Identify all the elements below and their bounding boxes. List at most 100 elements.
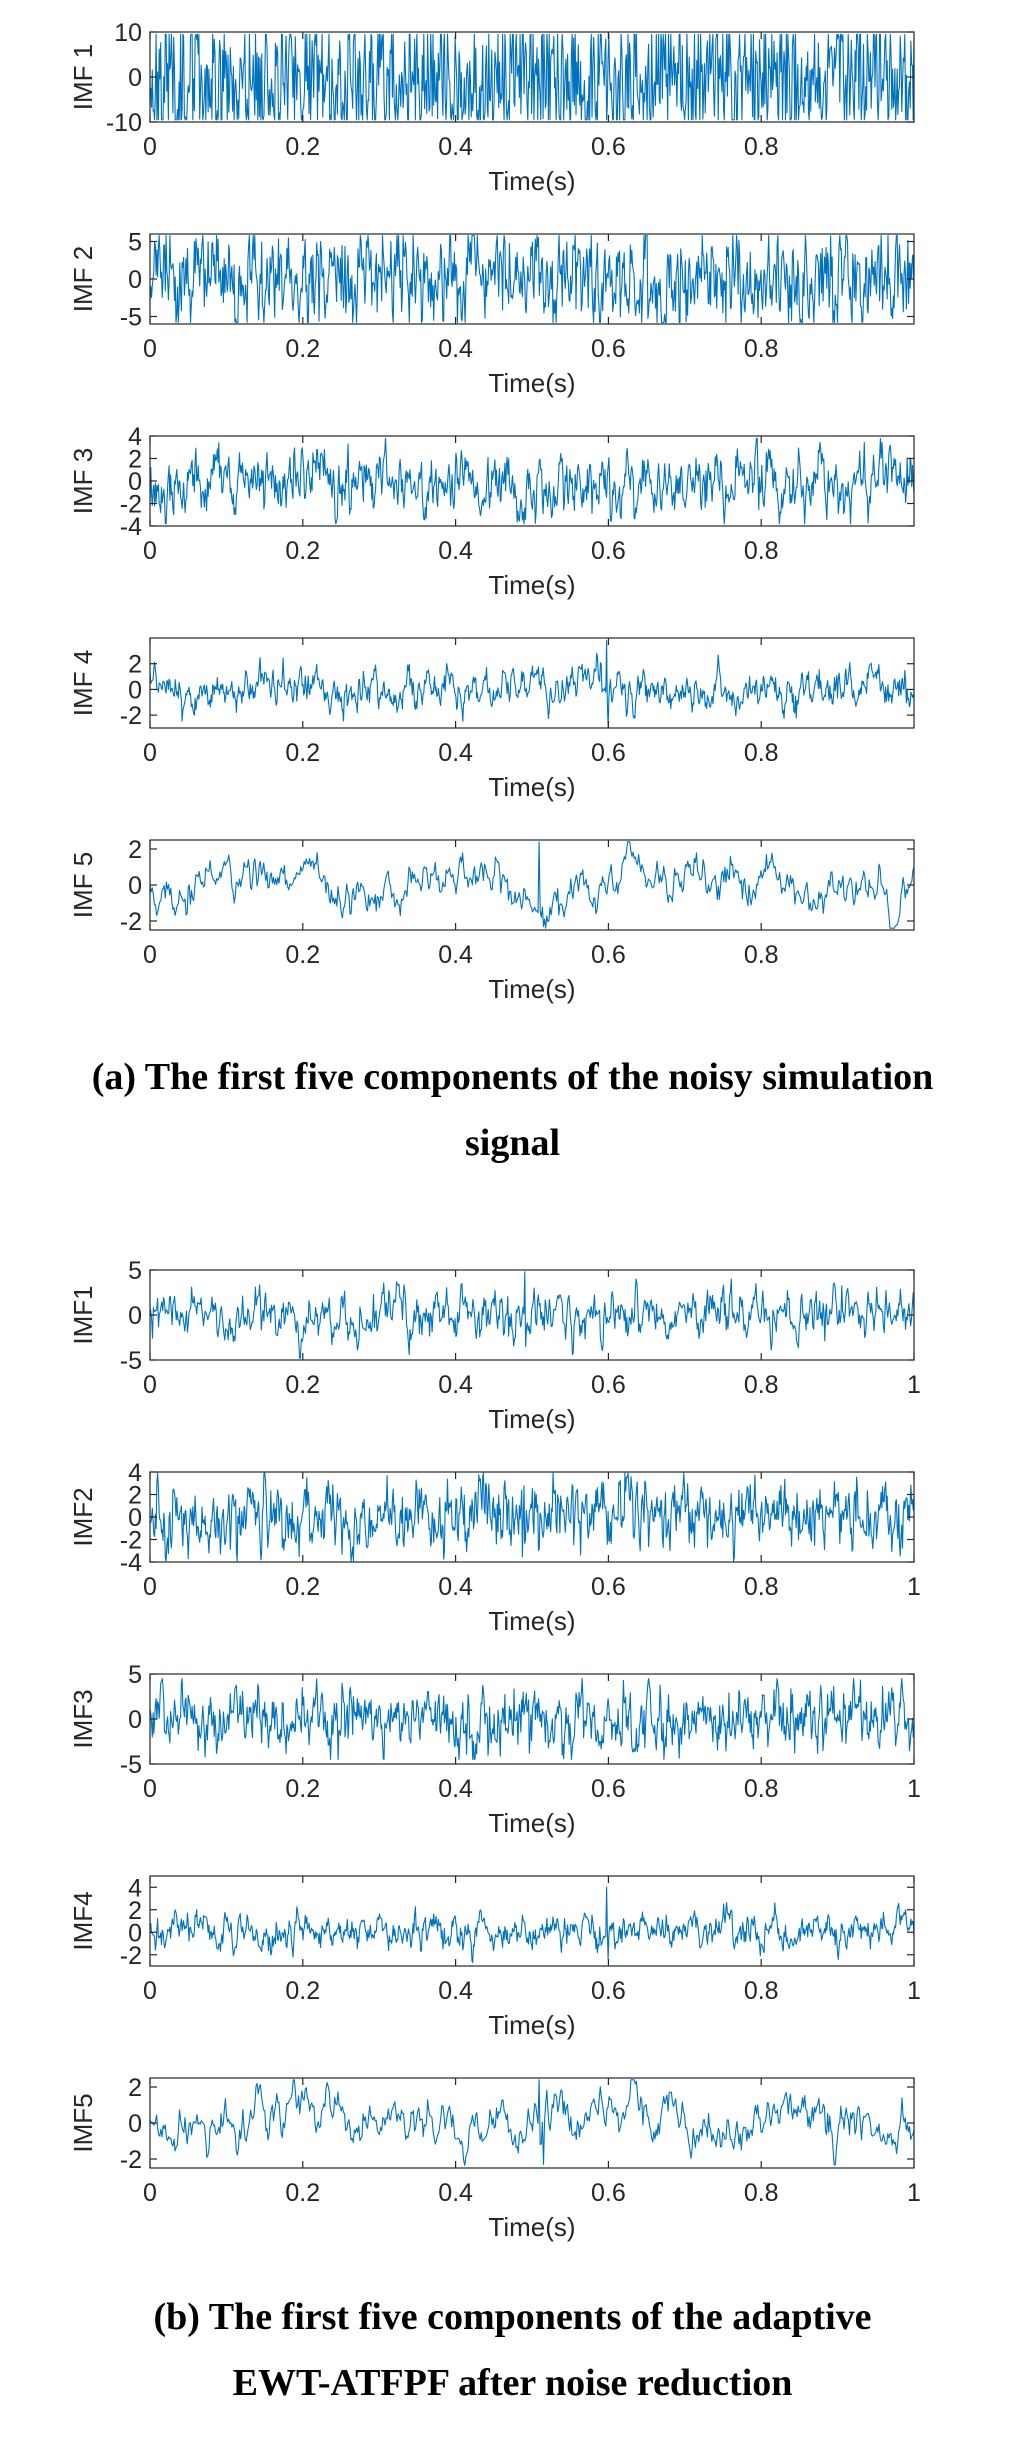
caption-a-line2: signal xyxy=(464,1122,561,1164)
x-tick-label: 0.4 xyxy=(438,941,473,969)
x-axis-label: Time(s) xyxy=(488,570,575,600)
y-tick-label: 5 xyxy=(128,1257,142,1285)
y-tick-label: -2 xyxy=(120,2146,142,2174)
signal-line xyxy=(149,1472,915,1562)
x-tick-label: 0.6 xyxy=(591,2179,626,2207)
x-tick-label: 0.2 xyxy=(285,537,320,565)
x-axis-label: Time(s) xyxy=(488,368,575,398)
caption-a-line1: (a) The first five components of the noi… xyxy=(91,1056,934,1098)
x-tick-label: 0.6 xyxy=(591,1775,626,1803)
x-axis-label: Time(s) xyxy=(488,2010,575,2040)
x-tick-label: 1 xyxy=(907,1573,921,1601)
y-tick-label: -2 xyxy=(120,491,142,519)
plot-area xyxy=(150,1876,914,1966)
x-tick-label: 1 xyxy=(907,1775,921,1803)
y-axis-label: IMF3 xyxy=(68,1689,98,1748)
x-tick-label: 0 xyxy=(143,1371,157,1399)
x-tick-label: 0.6 xyxy=(591,133,626,161)
x-tick-label: 0.2 xyxy=(285,1371,320,1399)
x-axis-label: Time(s) xyxy=(488,1404,575,1434)
y-axis-label: IMF 2 xyxy=(68,246,98,312)
x-tick-label: 0.2 xyxy=(285,1775,320,1803)
axes-box xyxy=(149,637,915,729)
x-tick-label: 0.4 xyxy=(438,1573,473,1601)
y-tick-label: -5 xyxy=(120,1347,142,1375)
y-tick-label: 2 xyxy=(128,446,142,474)
x-axis-label: Time(s) xyxy=(488,772,575,802)
x-tick-label: 0.6 xyxy=(591,941,626,969)
plot-area xyxy=(150,2078,914,2168)
y-tick-label: 0 xyxy=(128,872,142,900)
y-tick-label: -10 xyxy=(106,109,142,137)
y-tick-label: 2 xyxy=(128,1897,142,1925)
y-tick-label: -5 xyxy=(120,304,142,332)
x-tick-label: 0.4 xyxy=(438,1371,473,1399)
axes-box xyxy=(149,1875,915,1967)
y-tick-label: 0 xyxy=(128,1706,142,1734)
x-tick-label: 0.8 xyxy=(744,1573,779,1601)
x-tick-label: 0.4 xyxy=(438,2179,473,2207)
x-tick-label: 0.8 xyxy=(744,133,779,161)
signal-line xyxy=(149,234,915,324)
x-tick-label: 0 xyxy=(143,2179,157,2207)
x-tick-label: 0.2 xyxy=(285,335,320,363)
caption-b-line1: (b) The first five components of the ada… xyxy=(153,2296,872,2338)
x-tick-label: 0 xyxy=(143,537,157,565)
x-axis-label: Time(s) xyxy=(488,1808,575,1838)
x-tick-label: 0.6 xyxy=(591,537,626,565)
x-tick-label: 0.8 xyxy=(744,941,779,969)
x-tick-label: 0 xyxy=(143,1775,157,1803)
y-tick-label: 0 xyxy=(128,468,142,496)
x-tick-label: 0.6 xyxy=(591,739,626,767)
x-tick-label: 0.2 xyxy=(285,941,320,969)
x-tick-label: 0.6 xyxy=(591,1573,626,1601)
x-tick-label: 0.2 xyxy=(285,1573,320,1601)
x-tick-label: 0 xyxy=(143,335,157,363)
y-tick-label: -4 xyxy=(120,1549,142,1577)
x-tick-label: 0.8 xyxy=(744,1977,779,2005)
y-tick-label: 4 xyxy=(128,1874,142,1902)
plot-area xyxy=(150,638,914,728)
y-tick-label: 2 xyxy=(128,836,142,864)
x-tick-label: 0.2 xyxy=(285,1977,320,2005)
x-axis-label: Time(s) xyxy=(488,166,575,196)
signal-line xyxy=(149,33,915,121)
x-tick-label: 0.4 xyxy=(438,537,473,565)
x-tick-label: 0.4 xyxy=(438,739,473,767)
y-tick-label: -2 xyxy=(120,908,142,936)
y-tick-label: 0 xyxy=(128,1919,142,1947)
x-tick-label: 0 xyxy=(143,1573,157,1601)
y-tick-label: -4 xyxy=(120,513,142,541)
x-tick-label: 0 xyxy=(143,133,157,161)
y-tick-label: 5 xyxy=(128,1661,142,1689)
signal-line xyxy=(149,437,915,525)
y-tick-label: 2 xyxy=(128,651,142,679)
y-tick-label: 4 xyxy=(128,1459,142,1487)
y-axis-label: IMF 4 xyxy=(68,650,98,716)
x-axis-label: Time(s) xyxy=(488,2212,575,2242)
x-tick-label: 1 xyxy=(907,2179,921,2207)
x-axis-label: Time(s) xyxy=(488,1606,575,1636)
x-tick-label: 0 xyxy=(143,1977,157,2005)
x-tick-label: 0.4 xyxy=(438,1775,473,1803)
x-tick-label: 0.4 xyxy=(438,133,473,161)
y-tick-label: -2 xyxy=(120,702,142,730)
y-tick-label: 0 xyxy=(128,676,142,704)
y-axis-label: IMF1 xyxy=(68,1285,98,1344)
x-tick-label: 0.2 xyxy=(285,739,320,767)
signal-line xyxy=(149,1677,915,1761)
signal-line xyxy=(149,841,915,929)
x-tick-label: 1 xyxy=(907,1977,921,2005)
y-tick-label: 5 xyxy=(128,229,142,257)
x-tick-label: 0.8 xyxy=(744,1775,779,1803)
x-tick-label: 0.4 xyxy=(438,335,473,363)
y-tick-label: 2 xyxy=(128,1482,142,1510)
x-tick-label: 0.8 xyxy=(744,739,779,767)
